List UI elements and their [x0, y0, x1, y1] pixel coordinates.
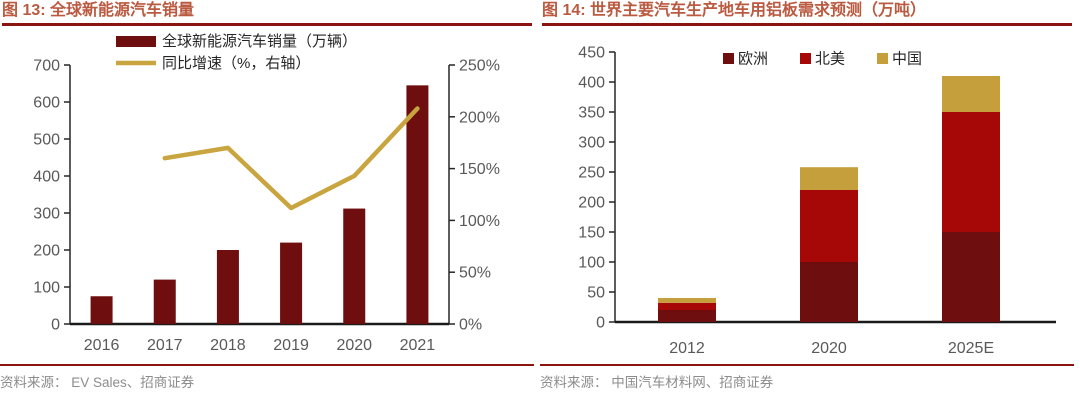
figure-13-panel: 图 13: 全球新能源汽车销量 0 100 200 300 400 500 600 700 0%…: [0, 0, 534, 391]
legend-label-growth: 同比增速（%，右轴）: [162, 55, 310, 72]
figure-14-panel: 图 14: 世界主要汽车生产地车用铝板需求预测（万吨） 0 50 100 150 200…: [540, 0, 1080, 400]
left-axis-tick-label: 0: [51, 317, 60, 334]
left-axis-tick-label: 500: [33, 132, 60, 149]
legend-swatch-sales: [116, 36, 156, 47]
left-axis-tick-label: 300: [33, 206, 60, 223]
x-axis-label-2020: 2020: [336, 337, 372, 354]
y-axis-tick-label: 250: [578, 165, 605, 182]
y-axis-tick-label: 50: [587, 285, 605, 302]
y-axis-tick-label: 200: [578, 195, 605, 212]
legend-swatch-中国: [877, 53, 888, 64]
stacked-segment-欧洲-2020: [800, 262, 858, 322]
sales-bar-2020: [343, 208, 366, 324]
right-axis-tick-label: 0%: [459, 317, 482, 334]
y-axis-tick-label: 350: [578, 105, 605, 122]
stacked-segment-北美-2012: [658, 302, 716, 310]
x-axis-label-2025E: 2025E: [948, 340, 994, 357]
x-axis-label-2020: 2020: [811, 340, 847, 357]
left-axis-tick-label: 600: [33, 95, 60, 112]
figure-13-chart: 0 100 200 300 400 500 600 700 0% 50% 100% 150% 200% 2…: [33, 32, 500, 354]
y-axis-tick-label: 450: [578, 45, 605, 62]
sales-bar-2016: [90, 296, 113, 324]
figure-14-source: 资料来源： 中国汽车材料网、招商证券: [540, 364, 1074, 391]
legend-swatch-欧洲: [723, 53, 734, 64]
sales-bar-2018: [216, 250, 239, 324]
stacked-segment-中国-2025E: [942, 76, 1000, 112]
right-axis-tick-label: 50%: [459, 265, 491, 282]
stacked-segment-中国-2012: [658, 298, 716, 303]
figure-13-source: 资料来源： EV Sales、招商证券: [0, 364, 534, 391]
figure-13-title: 图 13: 全球新能源汽车销量: [2, 0, 532, 26]
left-axis-tick-label: 400: [33, 169, 60, 186]
y-axis-tick-label: 0: [596, 315, 605, 332]
left-axis-tick-label: 700: [33, 58, 60, 75]
legend-label-北美: 北美: [815, 51, 845, 68]
right-axis-tick-label: 150%: [459, 161, 500, 178]
x-axis-label-2018: 2018: [210, 337, 246, 354]
x-axis-label-2017: 2017: [147, 337, 183, 354]
y-axis-tick-label: 150: [578, 225, 605, 242]
sales-bar-2017: [153, 279, 176, 324]
legend-label-sales: 全球新能源汽车销量（万辆）: [162, 32, 357, 50]
sales-bar-2021: [406, 85, 429, 324]
x-axis-label-2012: 2012: [669, 340, 705, 357]
right-axis-tick-label: 250%: [459, 58, 500, 75]
y-axis-tick-label: 100: [578, 255, 605, 272]
figure-14-chart: 0 50 100 150 200 250 300 350 400 450 2012 2020 2025E…: [578, 45, 1056, 357]
stacked-segment-北美-2025E: [942, 112, 1000, 232]
stacked-segment-欧洲-2025E: [942, 232, 1000, 322]
x-axis-label-2021: 2021: [400, 337, 436, 354]
x-axis-label-2016: 2016: [84, 337, 120, 354]
stacked-segment-中国-2020: [800, 167, 858, 190]
y-axis-tick-label: 300: [578, 135, 605, 152]
stacked-segment-北美-2020: [800, 190, 858, 262]
legend-swatch-北美: [800, 53, 811, 64]
right-axis-tick-label: 200%: [459, 109, 500, 126]
x-axis-label-2019: 2019: [273, 337, 309, 354]
stacked-segment-欧洲-2012: [658, 310, 716, 322]
y-axis-tick-label: 400: [578, 75, 605, 92]
left-axis-tick-label: 200: [33, 243, 60, 260]
legend-label-中国: 中国: [892, 51, 922, 68]
left-axis-tick-label: 100: [33, 280, 60, 297]
right-axis-tick-label: 100%: [459, 213, 500, 230]
sales-bar-2019: [280, 242, 303, 324]
figure-14-title: 图 14: 世界主要汽车生产地车用铝板需求预测（万吨）: [542, 0, 1072, 26]
legend-label-欧洲: 欧洲: [738, 51, 768, 68]
growth-rate-line: [162, 106, 420, 211]
